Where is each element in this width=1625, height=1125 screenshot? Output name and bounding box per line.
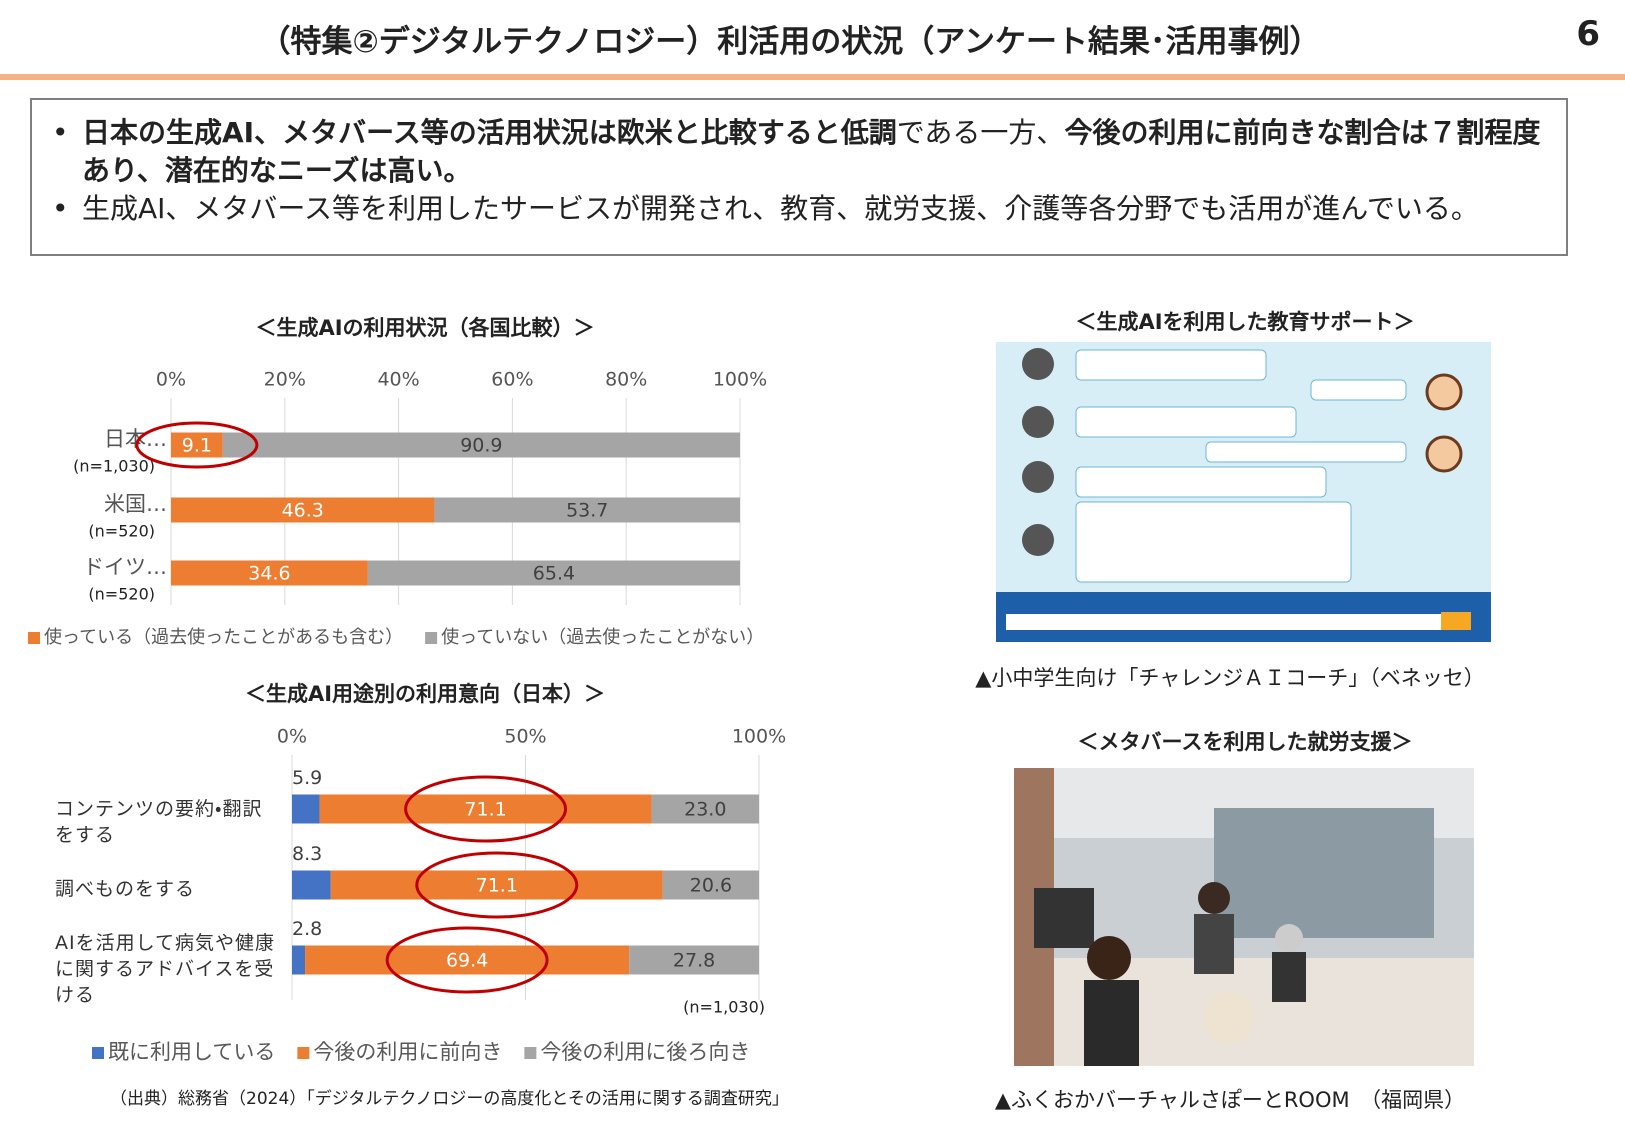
x-tick-label: 60%	[491, 369, 533, 391]
value-label: 5.9	[292, 767, 322, 789]
summary-box: 日本の生成AI、メタバース等の活用状況は欧米と比較すると低調である一方、今後の利…	[30, 98, 1568, 256]
chart: 0% 20% 40% 60% 80% 100% 9.1 90.9 日本… (n=1,030) 46.…	[28, 369, 767, 648]
bar-segment	[330, 870, 663, 900]
bar-segment	[662, 870, 759, 900]
bar-segment	[651, 794, 759, 824]
header-rule	[0, 74, 1625, 80]
legend-swatch	[92, 1047, 104, 1059]
category-label: コンテンツの要約・翻訳をする	[55, 798, 263, 846]
page-title: （特集②デジタルテクノロジー）利活用の状況（アンケート結果･活用事例）	[259, 24, 1321, 60]
bar-segment	[171, 432, 223, 458]
bar-segment	[171, 497, 435, 523]
bullet: 日本の生成AI、メタバース等の活用状況は欧米と比較すると低調である一方、今後の利…	[52, 114, 1546, 190]
bar-segment	[305, 945, 630, 975]
category-label: 米国…	[104, 492, 167, 516]
value-label: 69.4	[446, 950, 488, 972]
sample-size: (n=520)	[88, 522, 155, 541]
bar-segment	[292, 794, 320, 824]
x-tick-label: 0%	[277, 726, 307, 748]
value-label: 34.6	[248, 563, 290, 585]
x-tick-label: 100%	[713, 369, 767, 391]
legend-label: 使っている（過去使ったことがあるも含む）	[44, 627, 403, 648]
category-label: ドイツ…	[83, 555, 167, 579]
value-label: 71.1	[476, 875, 518, 897]
legend-label: 使っていない（過去使ったことがない）	[441, 627, 764, 648]
x-tick-label: 80%	[605, 369, 647, 391]
value-label: 23.0	[684, 799, 726, 821]
chart-title: ＜生成AIの利用状況（各国比較）＞	[255, 316, 595, 340]
bar-segment	[222, 432, 741, 458]
bullet-text: 生成AI、メタバース等を利用したサービスが開発され、教育、就労支援、介護等各分野…	[82, 192, 1479, 225]
bar-segment	[292, 870, 331, 900]
legend-label: 今後の利用に前向き	[313, 1040, 502, 1064]
legend-swatch	[297, 1047, 310, 1059]
x-tick-label: 50%	[504, 726, 546, 748]
legend-swatch	[524, 1047, 537, 1059]
value-label: 46.3	[282, 500, 324, 522]
screenshot-image	[996, 342, 1491, 642]
highlight-ellipse	[135, 421, 259, 469]
bar-segment	[629, 945, 759, 975]
example-caption: ▲ふくおかバーチャルさぽーとROOM （福岡県）	[994, 1088, 1466, 1112]
value-label: 9.1	[182, 435, 212, 457]
value-label: 20.6	[690, 875, 732, 897]
chart-note: (n=1,030)	[683, 998, 765, 1017]
value-label: 27.8	[673, 950, 715, 972]
bullet-text: 日本の生成AI、メタバース等の活用状況は欧米と比較すると低調	[82, 116, 897, 149]
legend-label: 今後の利用に後ろ向き	[540, 1040, 750, 1064]
x-tick-label: 100%	[732, 726, 786, 748]
example-title: ＜生成AIを利用した教育サポート＞	[1075, 310, 1415, 334]
sample-size: (n=1,030)	[73, 457, 155, 476]
legend-swatch	[28, 632, 40, 644]
metaverse-image	[1014, 768, 1474, 1066]
chart-title: ＜生成AI用途別の利用意向（日本）＞	[244, 682, 606, 706]
bar-segment	[319, 794, 652, 824]
highlight-ellipse	[385, 926, 549, 994]
bar-segment	[367, 560, 740, 586]
value-label: 53.7	[566, 500, 608, 522]
bar-segment	[292, 945, 306, 975]
x-tick-label: 20%	[264, 369, 306, 391]
value-label: 65.4	[533, 563, 575, 585]
highlight-ellipse	[415, 851, 579, 919]
legend-swatch	[425, 632, 438, 644]
source: （出典）総務省（2024）「デジタルテクノロジーの高度化とその活用に関する調査研…	[110, 1089, 789, 1109]
value-label: 71.1	[464, 799, 506, 821]
example-title: ＜メタバースを利用した就労支援＞	[1077, 730, 1413, 754]
sample-size: (n=520)	[88, 585, 155, 604]
bar-segment	[434, 497, 740, 523]
category-label: 日本…	[104, 427, 167, 451]
category-label: 調べものをする	[55, 878, 196, 900]
category-label: AIを活用して病気や健康に関するアドバイスを受ける	[55, 932, 276, 1006]
page-number: 6	[1576, 14, 1600, 54]
bullet: 生成AI、メタバース等を利用したサービスが開発され、教育、就労支援、介護等各分野…	[52, 190, 1546, 228]
x-tick-label: 40%	[377, 369, 419, 391]
highlight-ellipse	[404, 775, 568, 843]
legend-label: 既に利用している	[108, 1040, 275, 1064]
value-label: 8.3	[292, 843, 322, 865]
x-tick-label: 0%	[156, 369, 186, 391]
value-label: 90.9	[460, 435, 502, 457]
chart: 0% 50% 100% 5.9 71.1 23.0 8.3 71.1 20.6 2.8 69.4 27…	[92, 726, 786, 1064]
example-caption: ▲小中学生向け「チャレンジＡＩコーチ」（ベネッセ）	[975, 666, 1485, 690]
bullet-text: 今後の利用に前向きな割合は７割程度あり、潜在的なニーズは高い。	[82, 116, 1541, 187]
bar-segment	[171, 560, 368, 586]
value-label: 2.8	[292, 918, 322, 940]
bullet-text: である一方、	[896, 116, 1065, 149]
